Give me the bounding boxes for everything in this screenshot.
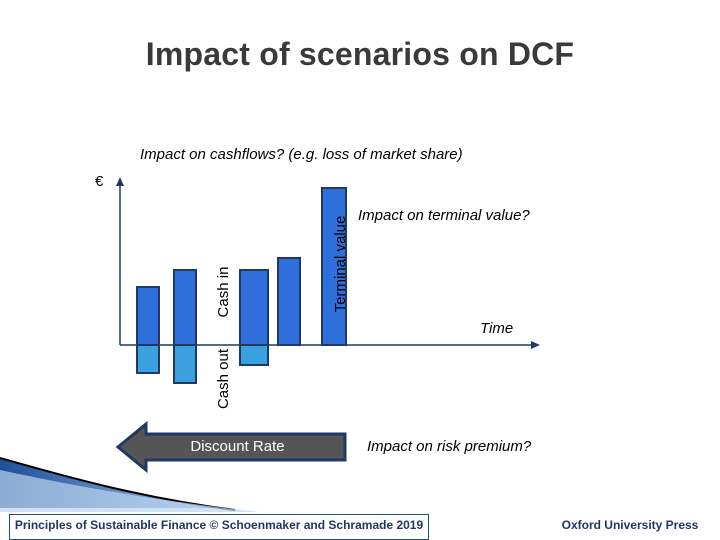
cash-out-bar-2: [173, 344, 197, 384]
cash-out-bar-3: [239, 344, 269, 366]
terminal-value-question: Impact on terminal value?: [358, 207, 530, 224]
cash-in-label: Cash in: [215, 266, 232, 318]
currency-symbol: €: [95, 173, 104, 190]
x-axis-arrowhead: [531, 341, 540, 349]
cash-in-bar-4: [277, 257, 301, 346]
cashflows-question: Impact on cashflows? (e.g. loss of marke…: [140, 146, 463, 163]
cash-out-bar-1: [136, 344, 160, 374]
y-axis-arrowhead: [116, 177, 124, 186]
decorative-swoosh-light: [0, 470, 260, 512]
footer-citation: Principles of Sustainable Finance © Scho…: [14, 518, 424, 532]
footer-publisher: Oxford University Press: [561, 518, 699, 532]
cash-in-bar-1: [136, 286, 160, 346]
discount-rate-arrow: [115, 420, 347, 474]
slide-title: Impact of scenarios on DCF: [145, 36, 575, 72]
cash-in-bar-3: [239, 269, 269, 346]
discount-rate-label: Discount Rate: [190, 438, 285, 455]
terminal-value-label: Terminal value: [332, 215, 349, 313]
terminal-value-bar: [321, 187, 347, 346]
time-axis-label: Time: [480, 320, 514, 337]
cash-out-label: Cash out: [215, 348, 232, 410]
risk-premium-question: Impact on risk premium?: [367, 438, 532, 455]
cash-in-bar-2: [173, 269, 197, 346]
